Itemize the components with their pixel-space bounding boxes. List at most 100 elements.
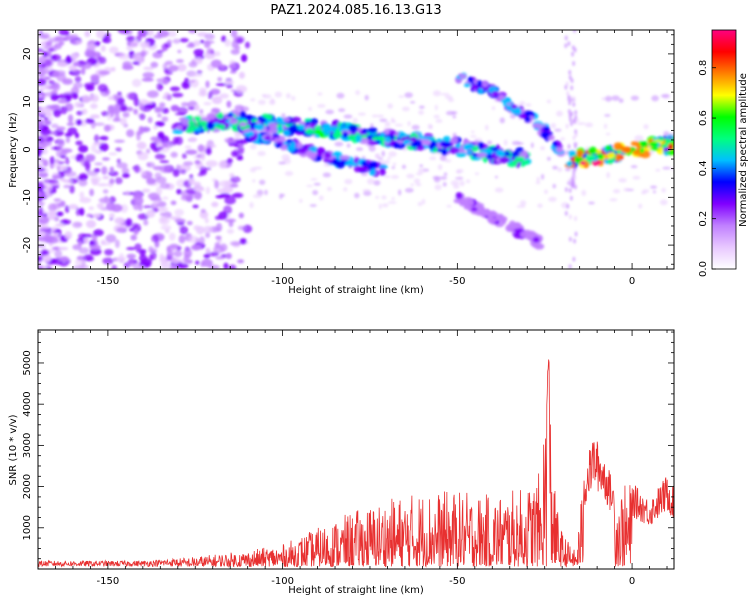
y-tick-label: 0 [22, 146, 33, 152]
noise-cell [503, 139, 508, 146]
noise-cell [139, 41, 150, 48]
noise-cell [50, 55, 58, 60]
noise-cell [73, 82, 84, 89]
noise-cell [115, 147, 122, 152]
noise-cell [116, 227, 126, 233]
noise-cell [160, 225, 172, 231]
noise-cell [421, 198, 426, 205]
noise-cell [237, 145, 245, 155]
noise-cell [70, 92, 79, 99]
noise-cell [223, 262, 229, 269]
noise-cell [192, 204, 199, 209]
noise-cell [38, 48, 45, 53]
noise-cell [442, 182, 447, 187]
noise-cell [564, 43, 568, 49]
track-cell [476, 152, 487, 158]
noise-cell [141, 77, 154, 82]
noise-cell [565, 81, 569, 87]
noise-cell [203, 40, 211, 49]
track-cell [455, 192, 463, 200]
track-cell [322, 125, 331, 132]
noise-cell [370, 123, 374, 128]
noise-cell [207, 91, 213, 100]
noise-cell [217, 76, 223, 82]
noise-cell [48, 80, 56, 85]
noise-cell [215, 195, 225, 199]
noise-cell [81, 94, 91, 104]
noise-cell [89, 188, 95, 197]
noise-cell [160, 215, 167, 223]
noise-cell [205, 80, 210, 88]
noise-cell [572, 256, 576, 262]
noise-cell [99, 197, 111, 204]
noise-cell [138, 125, 144, 135]
noise-cell [415, 183, 422, 187]
noise-cell [89, 94, 100, 103]
noise-cell [144, 103, 156, 109]
noise-cell [409, 100, 416, 104]
noise-cell [352, 117, 358, 124]
noise-cell [201, 152, 206, 161]
noise-cell [571, 182, 575, 188]
noise-cell [391, 197, 395, 201]
noise-cell [322, 172, 331, 178]
noise-cell [219, 93, 229, 99]
noise-cell [109, 196, 116, 204]
noise-cell [84, 49, 94, 58]
noise-cell [573, 143, 577, 149]
track-cell [177, 124, 183, 131]
noise-cell [218, 160, 228, 169]
noise-cell [53, 232, 59, 238]
noise-cell [59, 154, 67, 159]
noise-cell [224, 80, 234, 85]
track-cell [606, 152, 615, 159]
noise-cell [194, 104, 200, 111]
noise-cell [470, 135, 477, 138]
track-cell [478, 87, 484, 94]
noise-cell [195, 260, 200, 265]
noise-cell [544, 189, 548, 195]
noise-cell [606, 172, 611, 179]
noise-cell [643, 124, 649, 130]
noise-cell [199, 109, 204, 114]
noise-cell [65, 156, 70, 165]
noise-cell [568, 100, 572, 106]
noise-cell [94, 149, 103, 154]
noise-cell [206, 48, 214, 55]
noise-cell [694, 194, 701, 199]
noise-cell [154, 121, 165, 127]
noise-cell [96, 30, 106, 39]
noise-cell [152, 51, 163, 59]
noise-cell [253, 166, 263, 170]
noise-cell [570, 78, 574, 84]
noise-cell [568, 69, 572, 75]
track-cell [639, 141, 649, 148]
track-cell [268, 127, 278, 135]
noise-cell [368, 145, 376, 152]
track-cell [532, 122, 543, 129]
y-tick-label: 2000 [22, 474, 33, 499]
noise-cell [38, 255, 44, 262]
noise-cell [568, 187, 572, 193]
noise-cell [137, 30, 148, 38]
noise-cell [312, 189, 319, 196]
track-cell [451, 136, 459, 144]
noise-cell [90, 74, 100, 81]
noise-cell [56, 61, 68, 67]
noise-cell [77, 241, 83, 247]
noise-cell [159, 212, 165, 217]
track-cell [477, 141, 484, 150]
noise-cell [214, 179, 220, 189]
track-cell [470, 207, 478, 212]
noise-cell [566, 203, 570, 209]
track-cell [229, 119, 239, 125]
noise-cell [427, 123, 433, 130]
noise-cell [110, 67, 116, 72]
noise-cell [394, 123, 404, 127]
noise-cell [53, 129, 64, 137]
noise-cell [690, 150, 698, 155]
noise-cell [107, 96, 114, 101]
noise-cell [134, 243, 142, 251]
noise-cell [100, 242, 111, 246]
noise-cell [401, 164, 407, 169]
